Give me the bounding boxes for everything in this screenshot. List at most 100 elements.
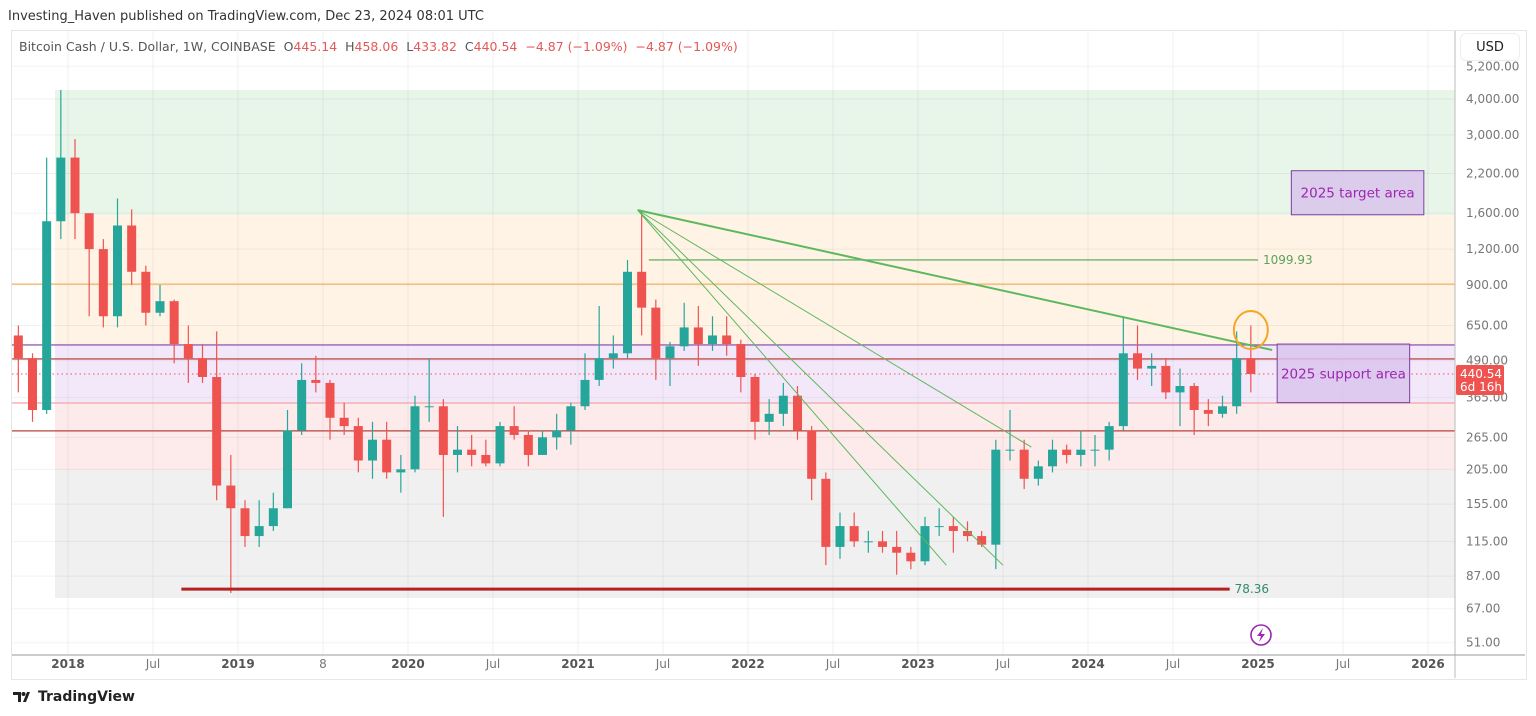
- candle: [948, 516, 958, 553]
- candle: [1175, 368, 1185, 427]
- candle-body: [226, 485, 236, 509]
- candle: [1090, 434, 1100, 467]
- candle: [1246, 325, 1256, 393]
- candle-body: [977, 536, 987, 545]
- candle-body: [1175, 386, 1185, 393]
- candle-body: [311, 379, 321, 383]
- candle: [1133, 325, 1142, 380]
- close-label: C: [464, 39, 474, 54]
- price-tick-label: 5,200.00: [1466, 59, 1519, 73]
- candle-body: [934, 526, 944, 528]
- time-tick-label: Jul: [1335, 657, 1350, 671]
- candle-body: [807, 430, 817, 479]
- low-value: 433.82: [413, 39, 457, 54]
- candle-body: [283, 430, 292, 509]
- candle-body: [1033, 466, 1043, 479]
- candle-body: [963, 530, 972, 537]
- lightning-icon[interactable]: [1250, 624, 1272, 646]
- candle: [13, 325, 23, 393]
- candle: [651, 299, 661, 380]
- candle: [438, 399, 448, 517]
- candle: [1203, 399, 1213, 427]
- target-area-box: [1290, 170, 1425, 216]
- candle-body: [481, 454, 491, 464]
- time-tick-label: 2023: [901, 657, 934, 671]
- candle-body: [98, 249, 108, 317]
- candle: [353, 417, 363, 473]
- candle-body: [679, 327, 689, 347]
- candle-body: [849, 526, 859, 542]
- green-zone: [55, 89, 1455, 215]
- candle-body: [42, 221, 52, 410]
- candle: [98, 239, 108, 328]
- candle: [679, 302, 689, 351]
- candle-body: [623, 271, 632, 354]
- price-tick-label: 1,600.00: [1466, 206, 1519, 220]
- candle: [552, 413, 562, 450]
- price-tick-label: 1,200.00: [1466, 242, 1519, 256]
- time-tick-label: Jul: [995, 657, 1010, 671]
- candle: [708, 316, 717, 351]
- last-price-tag: [1456, 364, 1504, 395]
- candle: [424, 358, 434, 422]
- candle-body: [113, 225, 122, 317]
- candle: [509, 406, 519, 440]
- candle-body: [1005, 449, 1015, 451]
- close-value: 440.54: [473, 39, 518, 54]
- candle-body: [1218, 406, 1227, 414]
- candle-body: [438, 406, 448, 455]
- candle-body: [991, 449, 1001, 545]
- candle-body: [28, 358, 37, 410]
- level-1099-label: 1099.93: [1263, 253, 1313, 267]
- symbol-legend: Bitcoin Cash / U.S. Dollar, 1W, COINBASE…: [19, 39, 738, 54]
- time-tick-label: Jul: [1165, 657, 1180, 671]
- low-label: L: [406, 39, 414, 54]
- candle-body: [325, 382, 335, 418]
- currency-button[interactable]: USD: [1460, 33, 1520, 61]
- time-tick-label: 2024: [1071, 657, 1104, 671]
- candle: [382, 421, 392, 479]
- candle: [991, 439, 1001, 570]
- time-tick-label: 2025: [1241, 657, 1274, 671]
- candle-body: [835, 526, 845, 547]
- candle: [481, 439, 491, 467]
- time-tick-label: 2022: [731, 657, 764, 671]
- candle-body: [1104, 426, 1114, 450]
- candle: [523, 430, 533, 467]
- candle: [1048, 439, 1057, 473]
- candle-body: [1076, 449, 1086, 455]
- plot-area: 1099.93 78.36 2025 target area 2025 support…: [12, 31, 1455, 655]
- candle: [212, 331, 222, 501]
- candle: [566, 402, 576, 445]
- candle: [665, 341, 675, 386]
- candle-body: [580, 379, 590, 407]
- candle: [453, 426, 462, 473]
- candle-body: [637, 271, 647, 308]
- candle: [1161, 358, 1171, 400]
- candle-body: [198, 358, 207, 377]
- candle: [84, 213, 94, 317]
- candle: [226, 454, 236, 593]
- candle: [538, 430, 547, 455]
- tradingview-logo[interactable]: TradingView: [12, 689, 135, 705]
- candle-body: [1062, 449, 1072, 455]
- candle: [878, 530, 887, 553]
- price-tick-label: 51.00: [1466, 636, 1500, 650]
- high-value: 458.06: [354, 39, 399, 54]
- candle-body: [212, 376, 222, 486]
- candle-body: [410, 406, 420, 470]
- candle: [141, 265, 151, 326]
- candle-body: [240, 508, 250, 537]
- candle: [240, 500, 250, 547]
- candle: [722, 316, 732, 356]
- candle: [623, 259, 632, 359]
- candle: [934, 508, 944, 537]
- candle: [368, 421, 377, 479]
- candle-body: [736, 344, 746, 377]
- candle-body: [1147, 365, 1157, 369]
- price-tick-label: 900.00: [1466, 278, 1508, 292]
- candle-body: [538, 437, 547, 455]
- candle: [1033, 460, 1043, 486]
- candle-body: [254, 526, 264, 537]
